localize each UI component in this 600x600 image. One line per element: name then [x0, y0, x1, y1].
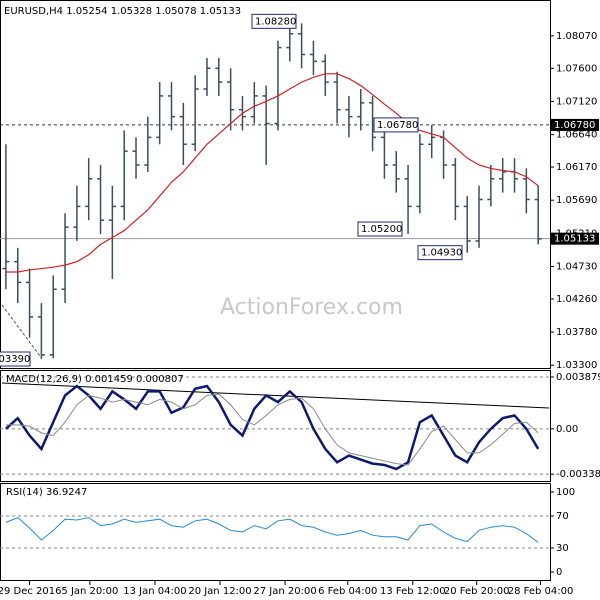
y-tick-label: 70: [556, 511, 569, 522]
annotation-label: 1.08280: [255, 16, 296, 27]
y-tick-label: 1.05690: [556, 195, 597, 206]
moving-average: [5, 73, 539, 273]
x-tick-label: 20 Jan 12:00: [188, 586, 251, 597]
annotation-label: 1.03390: [0, 354, 30, 365]
price-level-box: [551, 232, 599, 245]
x-tick-label: 13 Feb 12:00: [380, 586, 446, 597]
annotation-box: [0, 351, 31, 367]
price-panel: [0, 0, 551, 369]
y-tick-label: -0.003387: [556, 469, 600, 480]
annotation-box: [373, 117, 419, 133]
y-tick-label: 1.08070: [556, 31, 597, 42]
panel-title: MACD(12,26,9) 0.001459 0.000807: [6, 374, 184, 385]
annotation-box: [357, 221, 403, 237]
annotation-box: [417, 245, 463, 261]
x-tick-label: 6 Feb 04:00: [318, 586, 377, 597]
y-tick-label: 1.04730: [556, 261, 597, 272]
annotation-label: 1.06780: [377, 120, 418, 131]
y-tick-label: 1.07120: [556, 96, 597, 107]
chart-title: EURUSD,H4 1.05254 1.05328 1.05078 1.0513…: [4, 6, 241, 17]
y-tick-label: 0.00: [556, 424, 578, 435]
macd-trend-line: [1, 382, 550, 409]
annotation-label: 1.05200: [361, 224, 402, 235]
price-level-label: 1.06780: [554, 120, 595, 131]
y-tick-label: 30: [556, 543, 569, 554]
annotation-box: [251, 13, 297, 29]
panel-title: RSI(14) 36.9247: [6, 487, 87, 498]
indicator-line: [5, 517, 539, 543]
x-tick-label: 13 Jan 04:00: [123, 586, 186, 597]
x-tick-label: 20 Feb 20:00: [444, 586, 510, 597]
y-tick-label: 1.06640: [556, 130, 597, 141]
x-tick-label: 5 Jan 20:00: [61, 586, 118, 597]
y-tick-label: 1.04260: [556, 294, 597, 305]
indicator-line: [5, 384, 540, 471]
annotation-label: 1.04930: [421, 248, 462, 259]
y-tick-label: 0.003879: [556, 372, 600, 383]
x-tick-label: 28 Feb 04:00: [508, 586, 574, 597]
price-level-box: [551, 118, 599, 131]
watermark: ActionForex.com: [220, 295, 403, 320]
y-tick-label: 1.03300: [556, 360, 597, 371]
rsi-panel: [0, 483, 551, 581]
macd-panel: [0, 370, 551, 482]
y-tick-label: 1.07600: [556, 63, 597, 74]
price-level-label: 1.05133: [554, 234, 595, 245]
x-tick-label: 27 Jan 20:00: [253, 586, 316, 597]
indicator-line: [5, 393, 539, 466]
x-tick-label: 29 Dec 2016: [0, 586, 62, 597]
y-tick-label: 1.06170: [556, 162, 597, 173]
y-tick-label: 0: [556, 567, 562, 578]
y-tick-label: 100: [556, 487, 575, 498]
trend-line: [1, 304, 41, 357]
y-tick-label: 1.03780: [556, 327, 597, 338]
